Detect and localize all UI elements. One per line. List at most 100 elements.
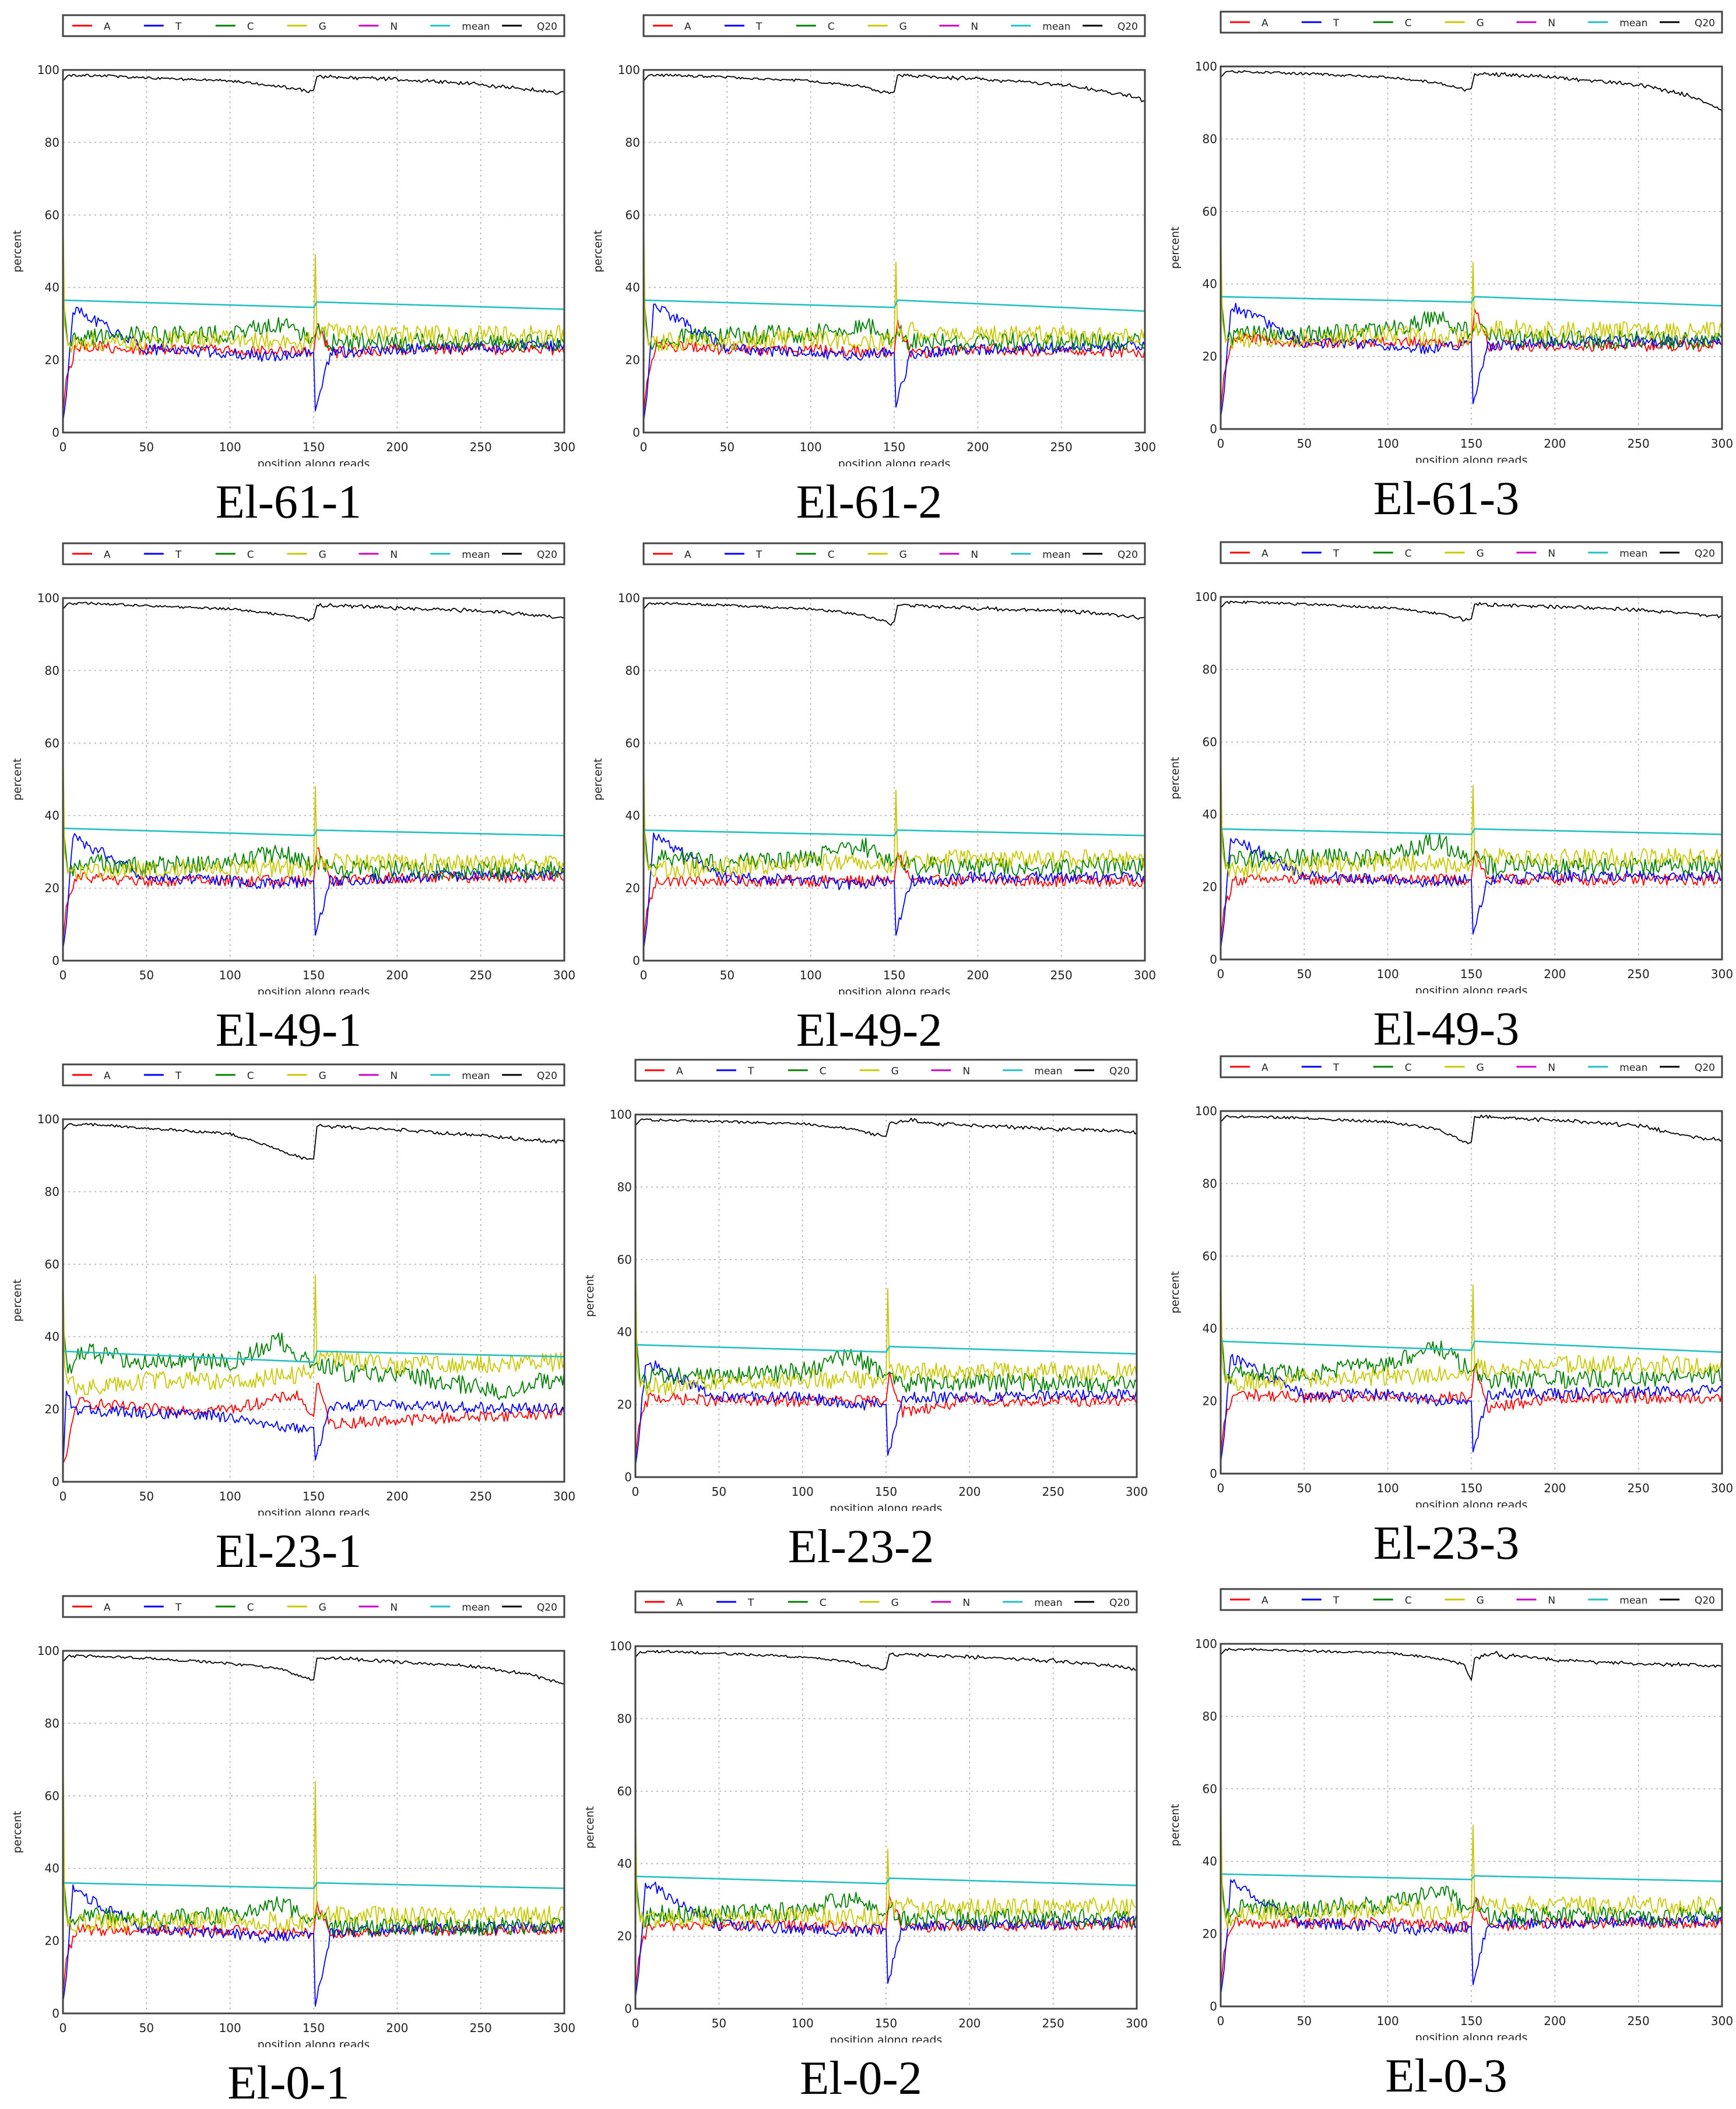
- x-tick-label: 300: [1711, 2014, 1733, 2028]
- legend-item-q20: Q20: [1660, 1062, 1715, 1074]
- y-tick-label: 0: [1210, 1999, 1217, 2013]
- x-tick-label: 100: [1377, 2014, 1399, 2028]
- x-tick-label: 150: [1460, 1481, 1482, 1495]
- series-q20: [1220, 1115, 1723, 1145]
- series-g: [1220, 1781, 1723, 1929]
- y-tick-label: 20: [1203, 1394, 1217, 1408]
- x-tick-label: 0: [1217, 967, 1225, 981]
- plot-frame: [1220, 1643, 1723, 2008]
- svg-text:C: C: [247, 21, 254, 33]
- plot-frame: [1220, 596, 1723, 961]
- svg-text:mean: mean: [462, 549, 490, 561]
- y-tick-label: 80: [625, 135, 640, 149]
- x-tick-label: 100: [1377, 1481, 1399, 1495]
- legend-item-t: T: [724, 21, 762, 33]
- gridlines: 0 50 100 150 200 250 300 0 20 40 60 80 100: [618, 63, 1156, 454]
- legend-item-t: T: [143, 549, 182, 561]
- svg-text:N: N: [962, 1066, 970, 1077]
- svg-text:T: T: [1333, 548, 1340, 560]
- y-tick-label: 20: [617, 1929, 632, 1943]
- x-tick-label: 200: [967, 968, 989, 982]
- legend-item-a: A: [72, 549, 111, 561]
- y-tick-label: 100: [610, 1108, 632, 1122]
- gridlines: 0 50 100 150 200 250 300 0 20 40 60 80 100: [618, 591, 1156, 982]
- svg-text:A: A: [1261, 548, 1268, 560]
- y-tick-label: 60: [625, 736, 640, 750]
- legend-item-n: N: [1516, 17, 1555, 29]
- svg-text:A: A: [676, 1597, 683, 1609]
- panel-caption: El-49-1: [215, 1003, 362, 1056]
- x-tick-label: 150: [875, 2016, 897, 2030]
- x-tick-label: 200: [967, 440, 989, 454]
- y-tick-label: 40: [625, 809, 640, 822]
- x-tick-label: 0: [59, 2021, 67, 2035]
- y-tick-label: 20: [45, 1403, 59, 1416]
- svg-text:A: A: [684, 549, 691, 561]
- x-tick-label: 0: [59, 968, 67, 982]
- legend-item-mean: mean: [1003, 1597, 1063, 1609]
- y-tick-label: 20: [45, 353, 59, 367]
- svg-text:C: C: [247, 549, 254, 561]
- x-tick-label: 0: [59, 1489, 67, 1503]
- svg-text:Q20: Q20: [1117, 21, 1138, 33]
- legend-item-g: G: [287, 1602, 326, 1614]
- y-tick-label: 40: [45, 280, 59, 294]
- legend-item-q20: Q20: [1660, 548, 1715, 560]
- gridlines: 0 50 100 150 200 250 300 0 20 40 60 80 100: [1195, 1637, 1733, 2028]
- x-tick-label: 300: [1711, 1481, 1733, 1495]
- series-q20: [635, 1117, 1137, 1137]
- x-tick-label: 200: [958, 1485, 981, 1499]
- y-tick-label: 80: [1203, 1709, 1217, 1723]
- series-mean: [1221, 828, 1723, 835]
- x-tick-label: 200: [386, 1489, 408, 1503]
- y-axis-label: percent: [584, 1275, 596, 1317]
- y-axis-label: percent: [11, 1280, 24, 1322]
- legend-item-g: G: [287, 549, 326, 561]
- gridlines: 0 50 100 150 200 250 300 0 20 40 60 80 100: [37, 63, 575, 454]
- series-lines: [643, 602, 1145, 961]
- y-tick-label: 0: [1210, 422, 1217, 436]
- series-t: [635, 1881, 1137, 1998]
- legend-item-a: A: [1230, 1062, 1268, 1074]
- legend-item-t: T: [716, 1066, 754, 1077]
- series-t: [62, 1884, 565, 2007]
- series-q20: [1220, 600, 1723, 622]
- y-tick-label: 60: [1203, 1782, 1217, 1796]
- x-tick-label: 100: [219, 2021, 241, 2035]
- x-tick-label: 200: [1544, 967, 1566, 981]
- y-tick-label: 20: [1203, 1927, 1217, 1941]
- series-t: [643, 832, 1145, 950]
- y-tick-label: 40: [617, 1325, 632, 1339]
- y-tick-label: 40: [1203, 1854, 1217, 1868]
- series-mean: [635, 1875, 1137, 1886]
- legend-item-c: C: [788, 1597, 827, 1609]
- x-tick-label: 150: [875, 1485, 897, 1499]
- y-tick-label: 80: [625, 663, 640, 677]
- plot-frame: [642, 597, 1146, 962]
- y-axis-label: percent: [584, 1806, 596, 1849]
- x-tick-label: 50: [720, 440, 735, 454]
- legend-item-t: T: [143, 1602, 182, 1614]
- series-mean: [63, 1882, 565, 1889]
- svg-text:A: A: [104, 1070, 111, 1082]
- svg-text:G: G: [319, 549, 326, 561]
- svg-text:G: G: [899, 549, 907, 561]
- x-axis-label: position along reads: [1415, 454, 1528, 463]
- y-tick-label: 0: [52, 426, 59, 440]
- legend-item-n: N: [1516, 1595, 1555, 1607]
- svg-text:N: N: [971, 21, 978, 33]
- panel-caption: El-61-2: [796, 475, 943, 528]
- y-tick-label: 100: [37, 591, 59, 605]
- y-tick-label: 60: [617, 1253, 632, 1267]
- x-tick-label: 200: [958, 2016, 981, 2030]
- y-tick-label: 20: [45, 1934, 59, 1948]
- legend-item-q20: Q20: [1083, 549, 1138, 561]
- plot-frame: [1220, 1110, 1723, 1475]
- svg-text:T: T: [1333, 17, 1340, 29]
